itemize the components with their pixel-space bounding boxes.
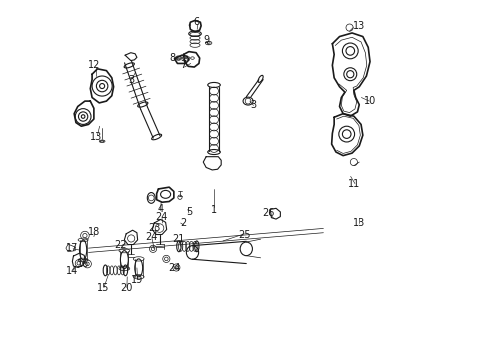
Text: 4: 4 — [157, 204, 163, 214]
Text: 12: 12 — [87, 60, 100, 70]
Text: 13: 13 — [90, 132, 102, 142]
Text: 7: 7 — [180, 60, 186, 70]
Text: 19: 19 — [130, 275, 143, 285]
Text: 1: 1 — [210, 206, 217, 216]
Text: 25: 25 — [238, 230, 250, 239]
Text: 10: 10 — [363, 96, 375, 106]
Text: 9: 9 — [203, 35, 209, 45]
Text: 22: 22 — [114, 239, 127, 249]
Text: 24: 24 — [145, 232, 157, 242]
Text: 2: 2 — [180, 218, 186, 228]
Text: 24: 24 — [155, 212, 167, 221]
Text: 11: 11 — [347, 179, 359, 189]
Text: 13: 13 — [352, 218, 365, 228]
Text: 16: 16 — [77, 259, 89, 269]
Text: 3: 3 — [250, 100, 256, 110]
Text: 17: 17 — [65, 243, 78, 253]
Text: 21: 21 — [172, 234, 184, 244]
Text: 13: 13 — [352, 21, 365, 31]
Text: 18: 18 — [87, 227, 100, 237]
Text: 3: 3 — [128, 75, 134, 85]
Text: 5: 5 — [185, 207, 192, 217]
Text: 24: 24 — [168, 263, 181, 273]
Text: 6: 6 — [193, 17, 199, 27]
Text: 15: 15 — [97, 283, 109, 293]
Text: 23: 23 — [148, 224, 160, 233]
Text: 14: 14 — [66, 266, 79, 276]
Text: 26: 26 — [262, 208, 275, 218]
Text: 8: 8 — [169, 53, 176, 63]
Text: 20: 20 — [120, 283, 132, 293]
